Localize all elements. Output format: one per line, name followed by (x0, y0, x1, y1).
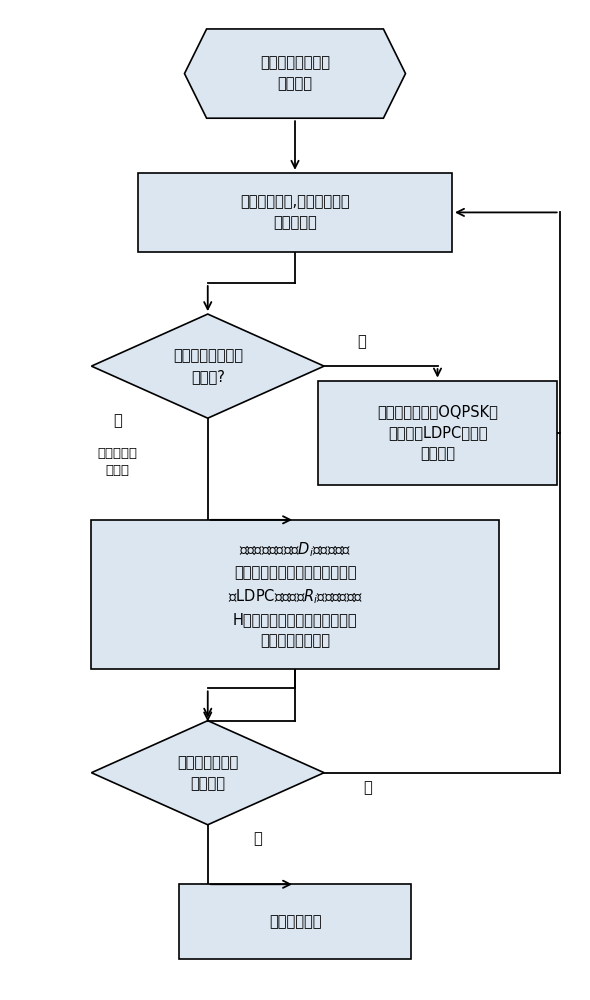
Text: 接收完所有的遥
测数据？: 接收完所有的遥 测数据？ (177, 755, 238, 791)
Text: 否: 否 (113, 413, 122, 428)
Polygon shape (91, 314, 324, 418)
Text: 初始化解调状态和
校验结果: 初始化解调状态和 校验结果 (260, 56, 330, 92)
Text: 是: 是 (253, 832, 261, 847)
Text: 是码率和调制方案
信息吗?: 是码率和调制方案 信息吗? (173, 348, 242, 384)
FancyBboxPatch shape (138, 173, 452, 252)
Polygon shape (185, 29, 405, 118)
FancyBboxPatch shape (91, 520, 499, 669)
Text: 是: 是 (358, 334, 366, 349)
Text: 否: 否 (363, 780, 372, 795)
Text: 地面站收发器根据$D_i$对应的解调
方案对无线信号进行解调，并根
据LDPC编码码率$R_i$生成校验矩阵
H，对调制结果进行译码，得到
遥测数据估计值。: 地面站收发器根据$D_i$对应的解调 方案对无线信号进行解调，并根 据LDPC编… (228, 541, 362, 648)
Polygon shape (91, 721, 324, 825)
FancyBboxPatch shape (179, 884, 411, 959)
FancyBboxPatch shape (318, 381, 557, 485)
Text: 接收无线信号,根据信号的长
度进行判断: 接收无线信号,根据信号的长 度进行判断 (240, 194, 350, 230)
Text: 结束本次通信: 结束本次通信 (269, 914, 321, 929)
Text: 对应遥测数
据信号: 对应遥测数 据信号 (97, 447, 137, 477)
Text: 对接收信号进行OQPSK解
调，得到LDPC码率和
调制方案: 对接收信号进行OQPSK解 调，得到LDPC码率和 调制方案 (377, 404, 498, 461)
